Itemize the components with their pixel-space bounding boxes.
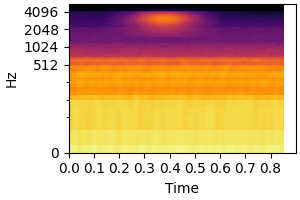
- Y-axis label: Hz: Hz: [4, 69, 18, 87]
- X-axis label: Time: Time: [165, 182, 199, 196]
